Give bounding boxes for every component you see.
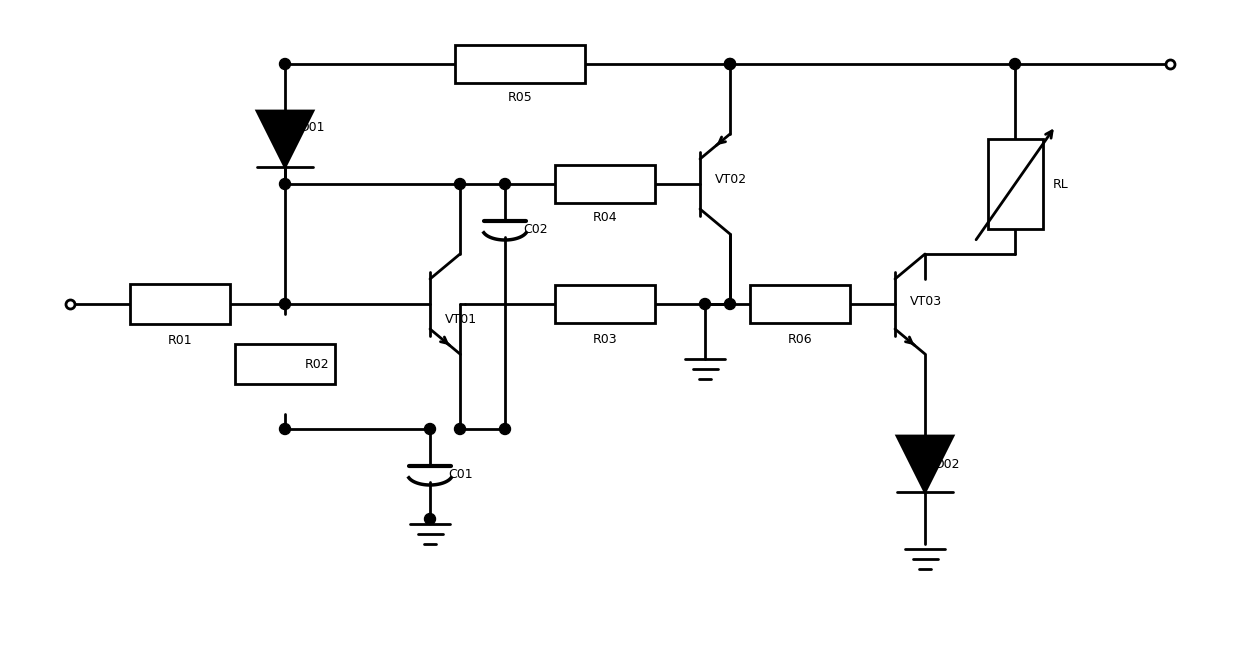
Text: R04: R04 <box>593 210 618 223</box>
Circle shape <box>279 178 290 190</box>
Text: C01: C01 <box>448 467 472 480</box>
Text: D02: D02 <box>935 458 961 471</box>
Text: R02: R02 <box>305 358 330 371</box>
Bar <box>130 284 229 324</box>
Circle shape <box>699 299 711 310</box>
Bar <box>236 344 335 384</box>
Polygon shape <box>257 111 312 167</box>
Circle shape <box>724 299 735 310</box>
Text: VT02: VT02 <box>715 173 748 186</box>
Text: C02: C02 <box>523 223 548 236</box>
Circle shape <box>455 178 465 190</box>
Bar <box>556 165 655 203</box>
Bar <box>987 139 1043 229</box>
Circle shape <box>500 178 511 190</box>
Text: D01: D01 <box>300 121 325 134</box>
Circle shape <box>424 424 435 434</box>
Circle shape <box>724 58 735 69</box>
Circle shape <box>500 424 511 434</box>
Text: R03: R03 <box>593 332 618 345</box>
Text: VT01: VT01 <box>445 313 477 326</box>
Circle shape <box>424 513 435 524</box>
Circle shape <box>279 424 290 434</box>
Text: R06: R06 <box>787 332 812 345</box>
Text: R01: R01 <box>167 334 192 347</box>
Circle shape <box>1009 58 1021 69</box>
Circle shape <box>279 58 290 69</box>
Circle shape <box>455 424 465 434</box>
Bar <box>556 285 655 323</box>
Circle shape <box>279 299 290 310</box>
Circle shape <box>724 58 735 69</box>
Bar <box>750 285 849 323</box>
Bar <box>455 45 585 83</box>
Polygon shape <box>897 436 954 492</box>
Text: RL: RL <box>1053 177 1068 191</box>
Text: VT03: VT03 <box>910 295 942 308</box>
Text: R05: R05 <box>507 90 532 103</box>
